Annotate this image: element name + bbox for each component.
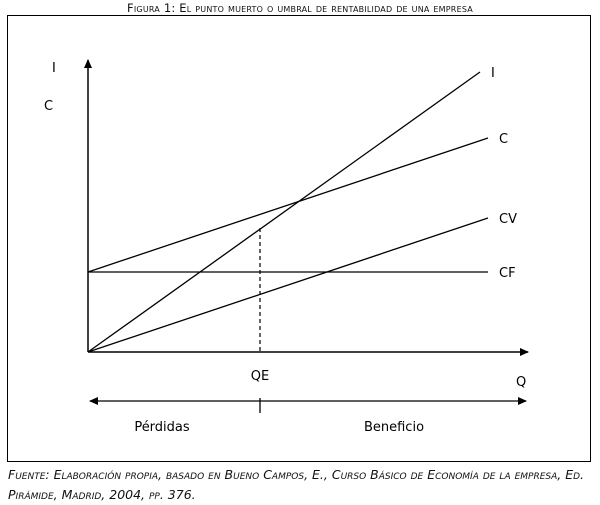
break-even-label: QE — [251, 369, 269, 384]
figure-frame — [7, 15, 591, 462]
figure-source: Fuente: Elaboración propia, basado en Bu… — [8, 467, 585, 502]
series-line-i — [87, 71, 481, 353]
series-line-c — [87, 137, 489, 273]
region-label-profit: Beneficio — [364, 420, 424, 435]
y-axis-label-top: I — [52, 61, 56, 76]
series-label-c: C — [499, 132, 508, 147]
series-label-i: I — [491, 66, 495, 81]
y-axis-label-bottom: C — [44, 99, 53, 114]
region-label-loss: Pérdidas — [134, 420, 190, 435]
figure-title: Figura 1: El punto muerto o umbral de re… — [127, 1, 473, 15]
series-label-cv: CV — [499, 212, 517, 227]
x-axis-label: Q — [516, 375, 526, 390]
series-line-cv — [87, 217, 489, 353]
series-label-cf: CF — [499, 266, 516, 281]
